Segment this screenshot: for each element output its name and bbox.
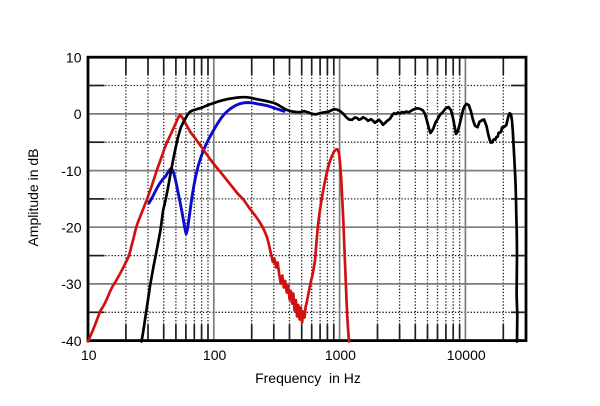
svg-text:-30: -30 [61, 276, 81, 292]
svg-text:-10: -10 [61, 163, 81, 179]
svg-text:10: 10 [66, 49, 82, 65]
svg-text:-40: -40 [61, 333, 81, 349]
svg-text:0: 0 [74, 106, 82, 122]
svg-text:Amplitude in dB: Amplitude in dB [25, 148, 41, 246]
svg-text:100: 100 [203, 347, 227, 363]
svg-text:-20: -20 [61, 219, 81, 235]
svg-text:10: 10 [81, 347, 97, 363]
svg-text:10000: 10000 [447, 347, 486, 363]
svg-text:1000: 1000 [325, 347, 356, 363]
svg-text:Frequency in Hz: Frequency in Hz [255, 370, 361, 386]
